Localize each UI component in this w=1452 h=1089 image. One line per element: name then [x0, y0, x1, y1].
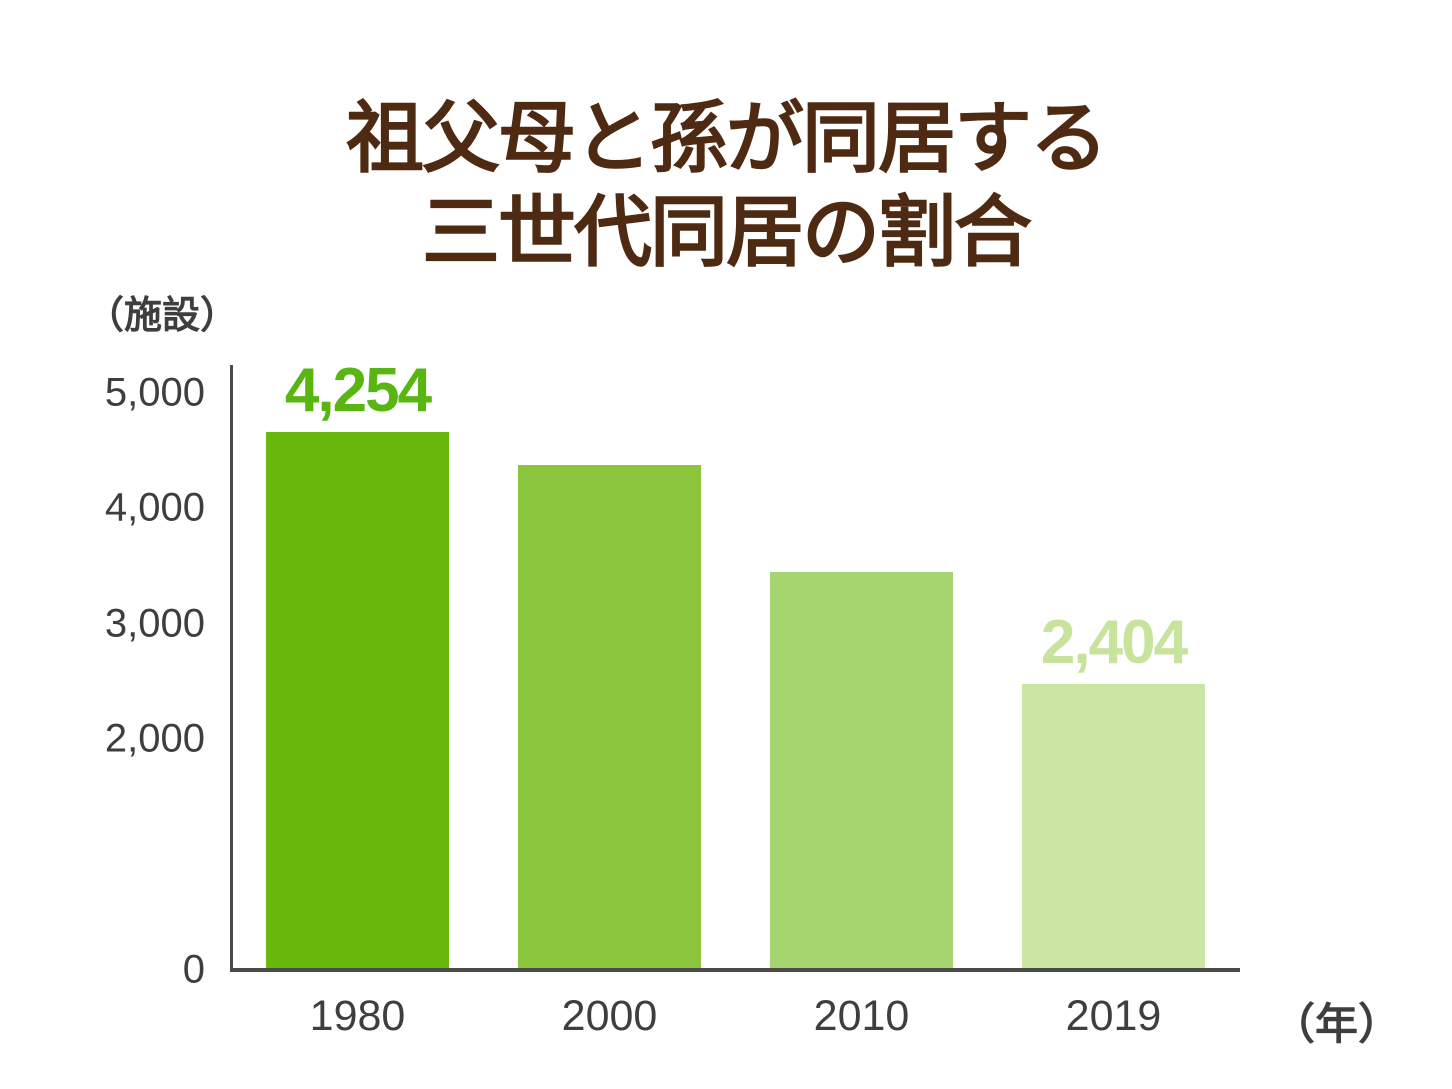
x-tick-label-2010: 2010: [813, 992, 910, 1040]
y-tick-label: 4,000: [104, 485, 205, 530]
chart-title: 祖父母と孫が同居する 三世代同居の割合: [0, 92, 1452, 279]
y-tick-label: 2,000: [104, 716, 205, 761]
bar-1980: [266, 432, 449, 968]
y-tick-label: 0: [182, 947, 205, 992]
chart-title-line-1: 祖父母と孫が同居する: [345, 94, 1108, 183]
bar-value-label-1980: 4,254: [284, 356, 432, 425]
y-tick-label: 3,000: [104, 601, 205, 645]
bar-value-label-2019: 2,404: [1040, 608, 1188, 677]
bar-2019: [1022, 684, 1205, 968]
y-axis-line: [230, 365, 233, 971]
x-tick-label-2019: 2019: [1065, 992, 1162, 1040]
bar-2000: [518, 465, 701, 968]
y-tick-label: 5,000: [104, 370, 205, 414]
x-tick-label-1980: 1980: [309, 992, 406, 1040]
y-axis-unit-label: （施設）: [86, 295, 239, 337]
x-tick-label-2000: 2000: [561, 992, 658, 1040]
bar-2010: [770, 572, 953, 968]
chart-title-line-2: 三世代同居の割合: [421, 187, 1032, 276]
x-axis-line: [230, 968, 1240, 972]
x-axis-unit-label: （年）: [1272, 1001, 1401, 1049]
